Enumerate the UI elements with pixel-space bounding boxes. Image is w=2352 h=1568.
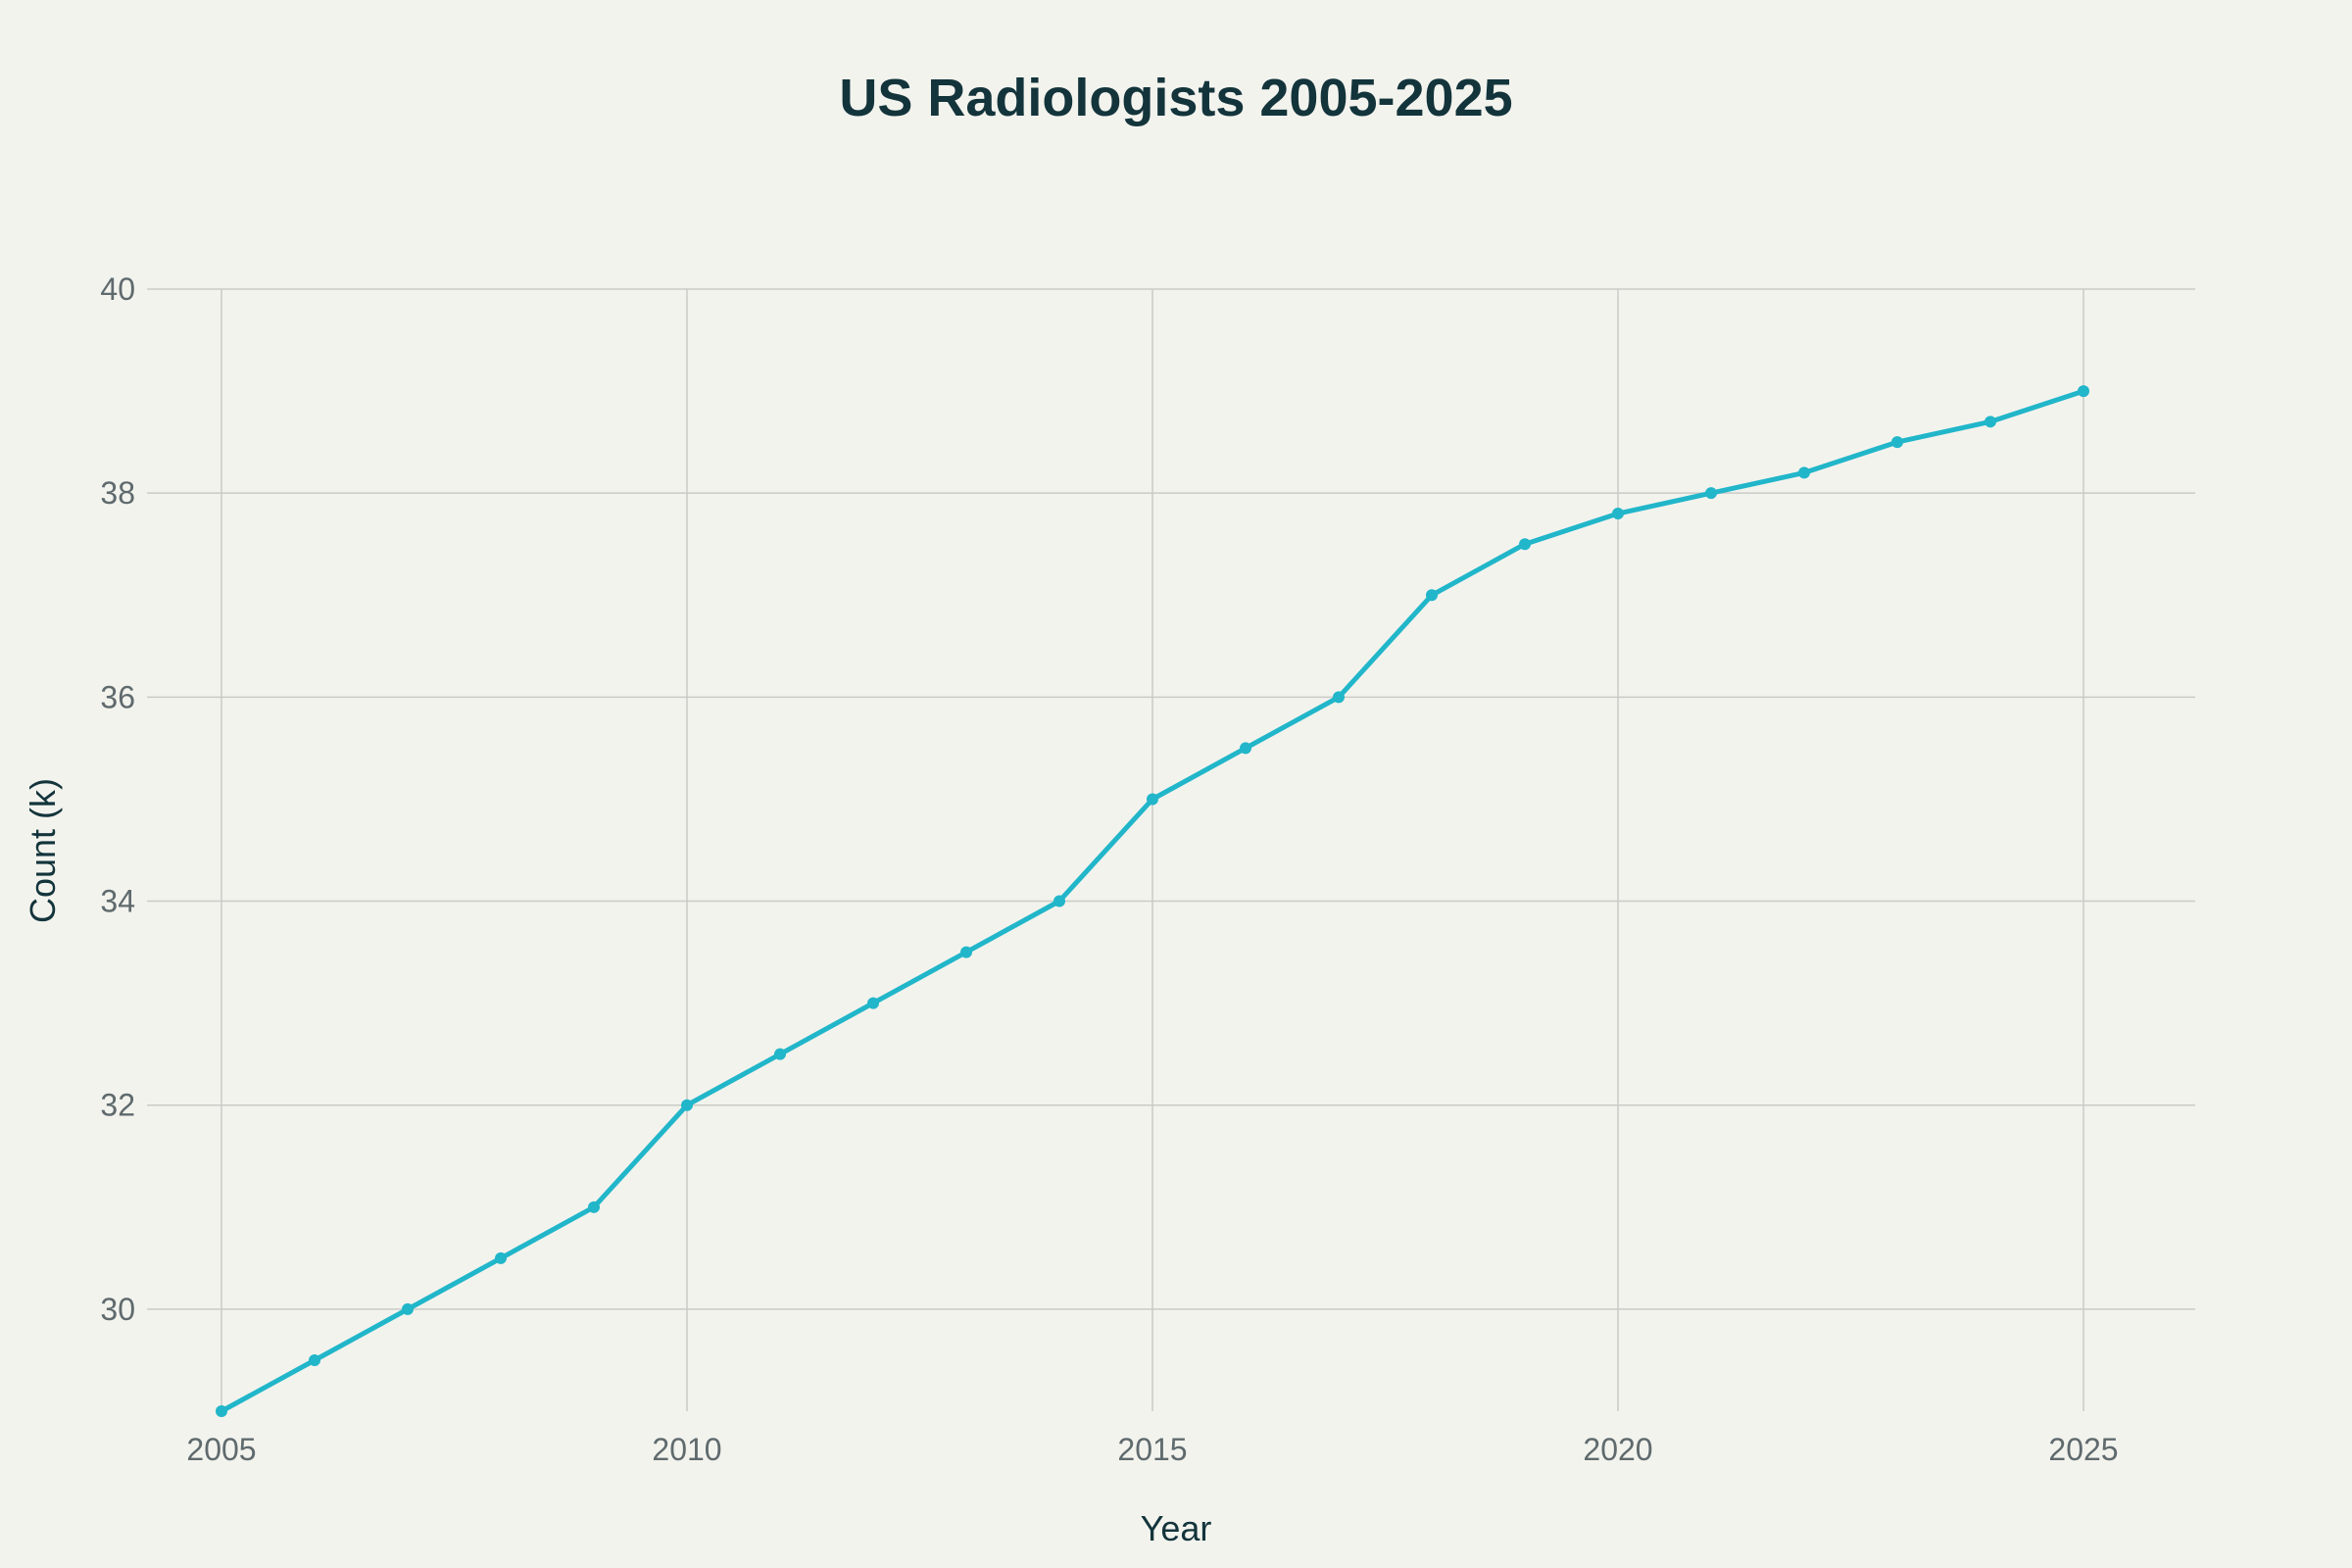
- data-point: [681, 1099, 693, 1111]
- tick-labels: 30 32 34 36 38 40 2005 2010 2015 2020 2025: [100, 271, 2118, 1467]
- data-point: [960, 946, 972, 958]
- x-tick-label: 2005: [186, 1432, 256, 1467]
- data-point: [216, 1405, 227, 1417]
- x-tick-label: 2010: [652, 1432, 721, 1467]
- data-point: [1519, 538, 1531, 551]
- x-tick-label: 2025: [2048, 1432, 2118, 1467]
- data-point: [1147, 793, 1158, 806]
- y-tick-label: 40: [100, 271, 135, 307]
- y-tick-label: 34: [100, 884, 135, 919]
- data-point: [1891, 436, 1903, 449]
- y-tick-label: 38: [100, 475, 135, 511]
- y-axis-title: Count (k): [23, 778, 63, 923]
- data-points: [216, 385, 2089, 1417]
- data-point: [2078, 385, 2089, 398]
- y-tick-label: 36: [100, 679, 135, 714]
- data-point: [774, 1048, 786, 1060]
- data-point: [1240, 742, 1251, 755]
- y-tick-label: 32: [100, 1088, 135, 1123]
- x-tick-label: 2015: [1117, 1432, 1187, 1467]
- data-point: [402, 1302, 414, 1315]
- data-point: [1798, 466, 1810, 479]
- gridlines: [147, 288, 2195, 1411]
- data-point: [495, 1251, 507, 1264]
- data-point: [1984, 416, 1996, 428]
- data-point: [1333, 691, 1345, 704]
- data-point: [309, 1353, 320, 1366]
- data-point: [867, 997, 879, 1009]
- data-point: [1705, 487, 1717, 500]
- x-tick-label: 2020: [1583, 1432, 1652, 1467]
- y-tick-label: 30: [100, 1292, 135, 1327]
- data-point: [1426, 589, 1438, 602]
- data-point: [1054, 895, 1065, 907]
- x-axis-title: Year: [1141, 1508, 1212, 1548]
- data-point: [588, 1200, 600, 1213]
- chart-title: US Radiologists 2005-2025: [839, 69, 1512, 127]
- data-point: [1612, 508, 1624, 519]
